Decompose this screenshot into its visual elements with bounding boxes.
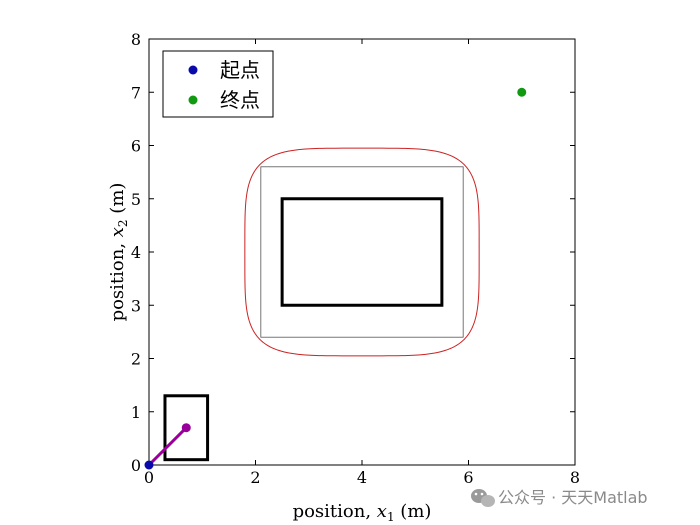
y-tick-label: 7 bbox=[131, 83, 141, 102]
legend-entry-label: 起点 bbox=[220, 58, 260, 82]
legend-entry-label: 终点 bbox=[220, 88, 260, 112]
x-axis-label: position, x1 (m) bbox=[293, 501, 432, 524]
watermark: 公众号 · 天天Matlab bbox=[471, 488, 648, 507]
x-tick-label: 4 bbox=[357, 468, 367, 487]
x-axis-ticks: 0 2 4 6 8 bbox=[144, 39, 580, 487]
watermark-text: 公众号 · 天天Matlab bbox=[498, 488, 648, 507]
legend-box bbox=[162, 50, 274, 118]
y-tick-label: 0 bbox=[131, 456, 141, 475]
robot-body bbox=[163, 394, 210, 462]
x-tick-label: 0 bbox=[144, 468, 154, 487]
y-tick-label: 5 bbox=[131, 190, 141, 209]
robot-link bbox=[147, 426, 188, 467]
data-points bbox=[144, 87, 527, 470]
obstacle-safety-curve bbox=[244, 147, 480, 357]
y-tick-label: 6 bbox=[131, 137, 141, 156]
goal-point bbox=[517, 87, 527, 97]
y-tick-label: 1 bbox=[131, 403, 141, 422]
legend-marker bbox=[188, 65, 198, 75]
obstacle-core bbox=[280, 197, 444, 307]
start-point bbox=[144, 460, 154, 470]
y-tick-label: 4 bbox=[131, 243, 141, 262]
x-tick-label: 8 bbox=[570, 468, 580, 487]
y-tick-label: 8 bbox=[131, 30, 141, 49]
y-tick-label: 2 bbox=[131, 350, 141, 369]
obstacle-expanded-boundary bbox=[260, 166, 464, 338]
legend-marker bbox=[188, 95, 198, 105]
wechat-icon bbox=[471, 489, 495, 507]
y-tick-label: 3 bbox=[131, 296, 141, 315]
x-tick-label: 2 bbox=[250, 468, 260, 487]
y-axis-label: position, x2 (m) bbox=[107, 183, 130, 322]
y-axis-ticks: 0 1 2 3 4 5 6 7 8 bbox=[131, 30, 575, 475]
x-tick-label: 6 bbox=[463, 468, 473, 487]
robot-joint-point bbox=[181, 423, 191, 433]
